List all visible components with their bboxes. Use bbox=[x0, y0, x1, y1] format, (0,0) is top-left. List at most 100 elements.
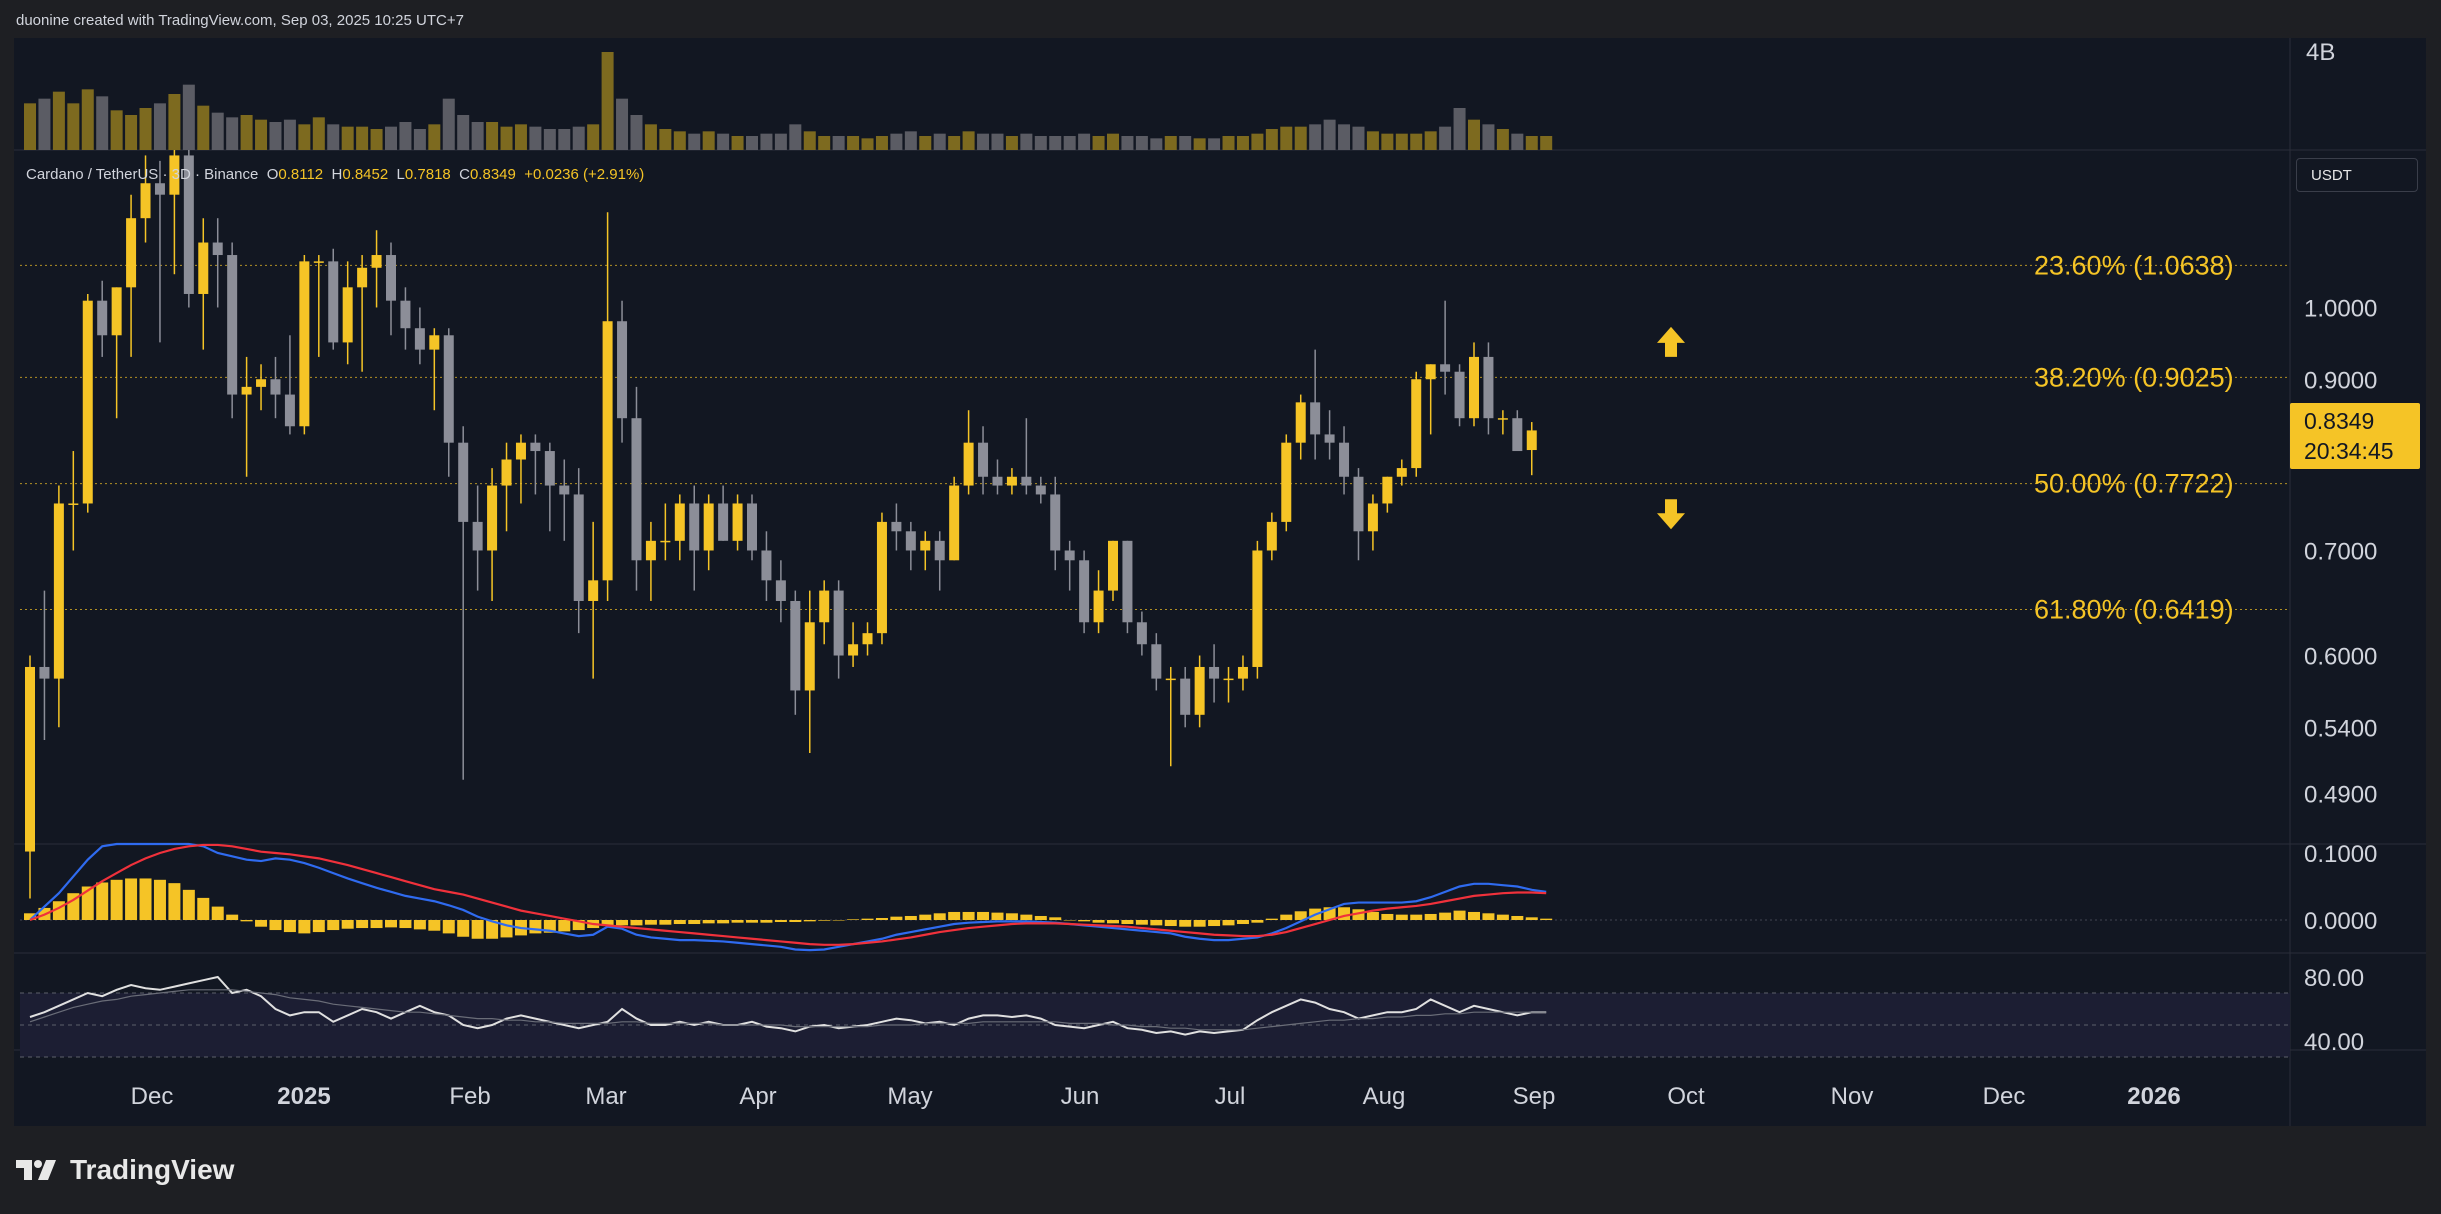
macd-histogram-bar bbox=[659, 920, 672, 925]
candle-body bbox=[588, 580, 599, 601]
candle-body bbox=[1237, 666, 1248, 679]
volume-bar bbox=[977, 133, 990, 150]
macd-histogram-bar bbox=[283, 920, 296, 933]
open-value: 0.8112 bbox=[278, 166, 324, 183]
candle-body bbox=[1108, 540, 1118, 591]
candle-body bbox=[1021, 476, 1032, 486]
candle-body bbox=[1151, 644, 1162, 679]
macd-histogram-bar bbox=[1352, 909, 1365, 920]
candle-body bbox=[1512, 418, 1523, 452]
candle-body bbox=[1194, 666, 1205, 715]
volume-bar bbox=[587, 124, 600, 150]
macd-histogram-bar bbox=[457, 920, 470, 937]
macd-axis-tick: 0.0000 bbox=[2304, 908, 2377, 935]
candle-body bbox=[833, 590, 844, 656]
volume-bar bbox=[1020, 133, 1033, 150]
volume-bar bbox=[1078, 133, 1091, 150]
candle-body bbox=[1266, 521, 1277, 551]
volume-bar bbox=[1453, 108, 1466, 150]
candle-body bbox=[718, 503, 729, 541]
volume-bar bbox=[1150, 138, 1163, 150]
candle-body bbox=[775, 580, 786, 601]
volume-bar bbox=[283, 119, 296, 150]
volume-bar bbox=[1525, 136, 1538, 150]
volume-bar bbox=[1193, 138, 1206, 150]
macd-histogram-bar bbox=[1107, 920, 1119, 924]
macd-histogram-bar bbox=[977, 911, 990, 920]
macd-histogram-bar bbox=[1439, 912, 1452, 920]
macd-histogram-bar bbox=[644, 920, 657, 925]
volume-bar bbox=[1482, 124, 1495, 150]
last-price: 0.8349 bbox=[2304, 408, 2375, 434]
rsi-axis-tick: 40.00 bbox=[2304, 1029, 2364, 1056]
macd-histogram-bar bbox=[312, 920, 325, 933]
macd-histogram-bar bbox=[1078, 920, 1091, 922]
volume-axis-tick: 4B bbox=[2306, 39, 2335, 66]
brand-name: TradingView bbox=[70, 1154, 235, 1185]
volume-bar bbox=[168, 94, 181, 150]
time-axis-label: May bbox=[887, 1083, 932, 1110]
candle-body bbox=[169, 155, 180, 195]
macd-histogram-bar bbox=[919, 914, 932, 920]
volume-bar bbox=[1092, 136, 1105, 150]
candle-body bbox=[1324, 434, 1335, 443]
macd-histogram-bar bbox=[1135, 920, 1148, 925]
volume-bar bbox=[139, 108, 152, 150]
macd-histogram-bar bbox=[240, 920, 253, 922]
chart-frame[interactable]: 23.60% (1.0638) 38.20% (0.9025) 50.00% (0.… bbox=[14, 38, 2426, 1126]
candle-body bbox=[1093, 590, 1104, 623]
candle-body bbox=[357, 267, 368, 288]
macd-histogram-bar bbox=[168, 883, 181, 920]
candle-body bbox=[1353, 476, 1364, 532]
volume-bar bbox=[644, 124, 657, 150]
volume-bar bbox=[1034, 136, 1047, 150]
macd-histogram-bar bbox=[1424, 913, 1437, 920]
time-axis-label: 2025 bbox=[277, 1083, 330, 1110]
volume-bar bbox=[1121, 136, 1134, 150]
macd-histogram-bar bbox=[442, 920, 455, 934]
candle-body bbox=[631, 418, 642, 561]
candle-body bbox=[386, 255, 396, 301]
macd-histogram-bar bbox=[1092, 920, 1105, 923]
close-label: C bbox=[459, 166, 470, 183]
volume-bar bbox=[543, 129, 556, 150]
macd-histogram-bar bbox=[1236, 920, 1249, 925]
volume-bar bbox=[1439, 126, 1452, 150]
candle-body bbox=[1122, 540, 1133, 623]
volume-bar bbox=[991, 133, 1004, 150]
macd-histogram-bar bbox=[1265, 918, 1278, 920]
macd-histogram-bar bbox=[1222, 920, 1235, 926]
candle-body bbox=[1281, 442, 1292, 522]
macd-histogram-bar bbox=[1395, 914, 1408, 920]
volume-bar bbox=[803, 131, 816, 150]
macd-histogram-bar bbox=[803, 920, 816, 922]
volume-bar bbox=[1381, 133, 1394, 150]
candle-body bbox=[934, 540, 945, 561]
macd-histogram-bar bbox=[471, 920, 484, 939]
volume-bar bbox=[1280, 126, 1293, 150]
macd-axis-tick: 0.1000 bbox=[2304, 841, 2377, 868]
macd-histogram-bar bbox=[746, 920, 758, 923]
tradingview-logo[interactable]: TradingView bbox=[16, 1154, 234, 1186]
volume-bar bbox=[370, 129, 383, 150]
candle-body bbox=[458, 442, 469, 522]
candle-body bbox=[732, 503, 743, 541]
volume-bar bbox=[688, 133, 701, 150]
volume-bar bbox=[1236, 136, 1249, 150]
candle-body bbox=[227, 255, 238, 395]
chart-canvas[interactable]: 23.60% (1.0638) 38.20% (0.9025) 50.00% (0.… bbox=[14, 38, 2426, 1126]
fib-level-label: 61.80% (0.6419) bbox=[2034, 595, 2234, 625]
volume-bar bbox=[904, 131, 917, 150]
volume-bar bbox=[558, 129, 571, 150]
volume-bar bbox=[630, 115, 643, 150]
macd-histogram-bar bbox=[1540, 918, 1553, 920]
low-value: 0.7818 bbox=[404, 166, 451, 183]
candle-body bbox=[819, 590, 830, 623]
price-axis-tick: 0.9000 bbox=[2304, 367, 2377, 394]
macd-histogram-bar bbox=[789, 920, 802, 923]
bar-countdown: 20:34:45 bbox=[2304, 438, 2394, 464]
last-price-tag: 0.8349 20:34:45 bbox=[2290, 403, 2420, 469]
currency-selector[interactable]: USDT bbox=[2296, 158, 2418, 192]
candle-body bbox=[111, 287, 122, 336]
macd-histogram-bar bbox=[1020, 914, 1033, 920]
